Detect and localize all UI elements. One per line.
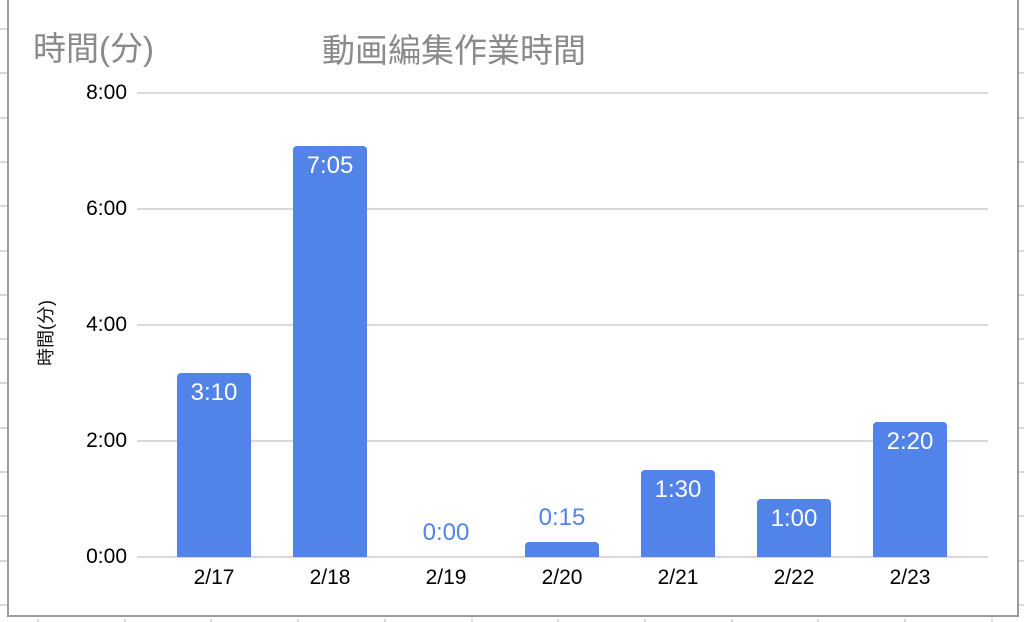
bar-value-label: 1:30 [654,476,702,503]
x-tick-label: 2/18 [309,566,351,589]
bar-value-label: 3:10 [190,379,238,406]
sheet-column-gridline-stub [817,619,819,622]
sheet-row-gridline-stub [1019,72,1024,74]
sheet-row-gridline-stub [0,382,7,384]
bar-value-label: 2:20 [886,428,934,455]
chart-frame-bottom-border [7,615,1019,617]
sheet-row-gridline-stub [1019,515,1024,517]
sheet-row-gridline-stub [1019,161,1024,163]
bar[interactable] [757,499,831,557]
y-tick-label: 6:00 [86,197,127,220]
sheet-column-gridline-stub [991,619,993,622]
bar-value-label: 1:00 [770,505,818,532]
sheet-column-gridline-stub [297,619,299,622]
gridline [137,556,988,558]
chart-frame-left-border [7,0,9,617]
sheet-row-gridline-stub [0,515,7,517]
x-tick-label: 2/21 [657,566,699,589]
sheet-row-gridline-stub [0,117,7,119]
bar[interactable] [525,542,599,557]
sheet-row-gridline-stub [1019,28,1024,30]
sheet-column-gridline-stub [471,619,473,622]
sheet-column-gridline-stub [557,619,559,622]
chart-title: 動画編集作業時間 [322,32,586,69]
y-tick-label: 0:00 [86,545,127,568]
sheet-row-gridline-stub [1019,338,1024,340]
bar[interactable] [641,470,715,557]
sheet-row-gridline-stub [1019,560,1024,562]
sheet-row-gridline-stub [0,560,7,562]
sheet-row-gridline-stub [1019,250,1024,252]
sheet-row-gridline-stub [1019,205,1024,207]
sheet-row-gridline-stub [0,604,7,606]
x-tick-label: 2/19 [425,566,467,589]
bar[interactable] [873,422,947,557]
sheet-row-gridline-stub [0,250,7,252]
sheet-row-gridline-stub [0,294,7,296]
x-tick-label: 2/20 [541,566,583,589]
bar-value-label: 0:00 [422,519,470,546]
sheet-row-gridline-stub [1019,117,1024,119]
gridline [137,208,988,210]
sheet-row-gridline-stub [0,427,7,429]
sheet-row-gridline-stub [1019,294,1024,296]
y-tick-label: 8:00 [86,81,127,104]
chart-frame-right-border [1017,0,1019,617]
sheet-row-gridline-stub [0,72,7,74]
sheet-column-gridline-stub [644,619,646,622]
sheet-row-gridline-stub [0,28,7,30]
y-tick-label: 2:00 [86,429,127,452]
sheet-column-gridline-stub [904,619,906,622]
sheet-column-gridline-stub [731,619,733,622]
sheet-column-gridline-stub [384,619,386,622]
gridline [137,440,988,442]
axis-unit-label: 時間(分) [33,30,154,67]
bar[interactable] [293,146,367,557]
y-tick-label: 4:00 [86,313,127,336]
x-tick-label: 2/17 [193,566,235,589]
gridline [137,92,988,94]
sheet-row-gridline-stub [0,338,7,340]
sheet-row-gridline-stub [0,471,7,473]
sheet-row-gridline-stub [1019,427,1024,429]
gridline [137,324,988,326]
sheet-column-gridline-stub [210,619,212,622]
x-tick-label: 2/23 [889,566,931,589]
sheet-row-gridline-stub [0,205,7,207]
sheet-row-gridline-stub [1019,382,1024,384]
sheet-row-gridline-stub [1019,604,1024,606]
x-tick-label: 2/22 [773,566,815,589]
sheet-column-gridline-stub [37,619,39,622]
sheet-row-gridline-stub [1019,471,1024,473]
bar[interactable] [177,373,251,557]
sheet-column-gridline-stub [124,619,126,622]
bar-value-label: 7:05 [306,152,354,179]
sheet-row-gridline-stub [0,161,7,163]
bar-value-label: 0:15 [538,504,586,531]
